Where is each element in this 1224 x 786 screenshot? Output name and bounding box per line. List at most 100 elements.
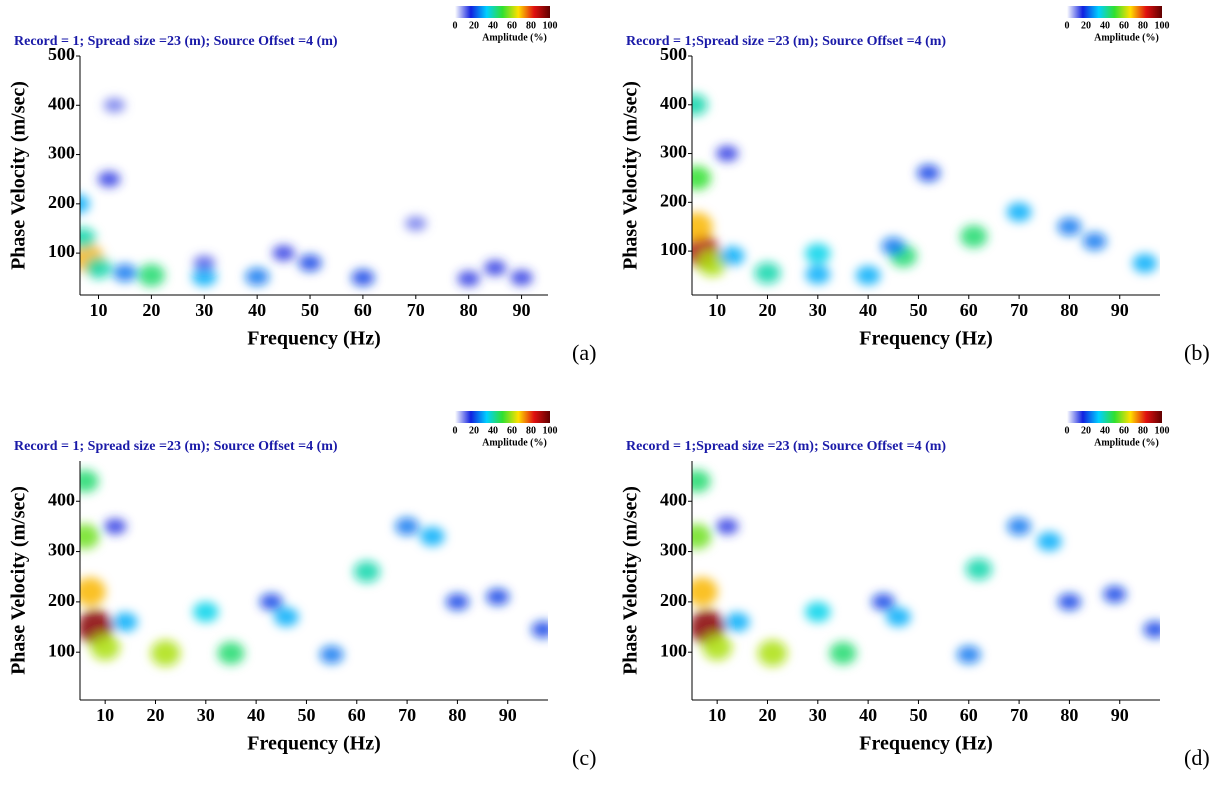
- colorbar: [1067, 411, 1162, 423]
- amplitude-peak: [724, 612, 750, 632]
- amplitude-peak: [697, 250, 727, 277]
- y-tick-label: 300: [48, 540, 75, 560]
- amplitude-peak: [1036, 531, 1062, 552]
- heatmap-layer: [692, 469, 1160, 667]
- amplitude-peak: [1082, 232, 1107, 251]
- amplitude-peak: [404, 216, 427, 231]
- x-tick-label: 30: [197, 705, 215, 725]
- x-tick-label: 90: [513, 300, 531, 320]
- amplitude-peak: [692, 165, 712, 190]
- x-tick-label: 90: [499, 705, 517, 725]
- amplitude-peak: [193, 601, 219, 623]
- amplitude-peak: [1103, 585, 1127, 603]
- x-tick-label: 40: [859, 705, 877, 725]
- x-tick-label: 20: [146, 705, 164, 725]
- colorbar-tick-label: 80: [526, 425, 536, 436]
- panel-label: (a): [572, 340, 596, 365]
- x-tick-label: 50: [909, 300, 927, 320]
- colorbar-tick-label: 0: [453, 425, 458, 436]
- x-tick-label: 20: [758, 705, 776, 725]
- amplitude-peak: [692, 212, 713, 242]
- y-axis-label: Phase Velocity (m/sec): [620, 81, 642, 270]
- amplitude-peak: [692, 523, 712, 550]
- x-tick-label: 10: [708, 300, 726, 320]
- amplitude-peak: [510, 269, 533, 286]
- heatmap-layer: [692, 93, 1158, 286]
- colorbar-tick-label: 80: [526, 20, 536, 31]
- x-tick-label: 60: [348, 705, 366, 725]
- colorbar-tick-label: 0: [1065, 20, 1070, 31]
- amplitude-peak: [245, 267, 270, 286]
- y-axis-label: Phase Velocity (m/sec): [8, 81, 30, 270]
- amplitude-peak: [881, 237, 906, 256]
- colorbar-tick-label: 40: [1100, 20, 1110, 31]
- amplitude-peak: [150, 640, 181, 667]
- colorbar-tick-label: 20: [1081, 20, 1091, 31]
- amplitude-peak: [1057, 217, 1082, 236]
- colorbar-tick-label: 100: [543, 20, 558, 31]
- x-axis-label: Frequency (Hz): [247, 733, 381, 755]
- x-tick-label: 70: [1010, 705, 1028, 725]
- x-tick-label: 20: [142, 300, 160, 320]
- x-tick-label: 10: [708, 705, 726, 725]
- y-tick-label: 200: [660, 590, 687, 610]
- x-tick-label: 50: [909, 705, 927, 725]
- amplitude-peak: [104, 518, 127, 535]
- y-tick-label: 100: [48, 640, 75, 660]
- colorbar-tick-label: 60: [1119, 425, 1129, 436]
- plot-area: [692, 461, 1160, 700]
- panel: 10 20 30 40 50 60 70 80 90100200300400Frequency …: [8, 411, 596, 770]
- y-tick-label: 300: [660, 540, 687, 560]
- panel: 10 20 30 40 50 60 70 80 90100200300400500Frequen…: [8, 6, 596, 365]
- amplitude-peak: [298, 254, 322, 272]
- colorbar-label: Amplitude (%): [1094, 437, 1159, 448]
- panel-label: (d): [1184, 745, 1210, 770]
- x-tick-label: 60: [960, 705, 978, 725]
- x-tick-label: 10: [90, 300, 108, 320]
- colorbar-label: Amplitude (%): [482, 32, 547, 43]
- amplitude-peak: [90, 633, 120, 661]
- amplitude-peak: [395, 517, 420, 536]
- plot-area: [80, 461, 548, 700]
- amplitude-peak: [457, 270, 480, 287]
- amplitude-peak: [805, 243, 831, 264]
- amplitude-peak: [80, 469, 99, 493]
- panel-label: (c): [572, 745, 596, 770]
- x-tick-label: 70: [1010, 300, 1028, 320]
- amplitude-peak: [191, 267, 217, 287]
- colorbar-tick-label: 80: [1138, 20, 1148, 31]
- x-tick-label: 90: [1111, 705, 1129, 725]
- colorbar-tick-label: 40: [1100, 425, 1110, 436]
- x-tick-label: 90: [1111, 300, 1129, 320]
- amplitude-peak: [716, 145, 739, 162]
- y-tick-label: 300: [660, 142, 687, 162]
- colorbar: [455, 6, 550, 18]
- colorbar-tick-label: 100: [543, 425, 558, 436]
- amplitude-peak: [351, 269, 375, 287]
- x-tick-label: 30: [809, 300, 827, 320]
- colorbar-label: Amplitude (%): [1094, 32, 1159, 43]
- amplitude-peak: [531, 621, 548, 638]
- colorbar-tick-label: 60: [1119, 20, 1129, 31]
- x-tick-label: 70: [407, 300, 425, 320]
- amplitude-peak: [97, 171, 121, 187]
- amplitude-peak: [353, 560, 381, 583]
- amplitude-peak: [916, 164, 941, 182]
- x-axis-label: Frequency (Hz): [859, 733, 993, 755]
- amplitude-peak: [259, 593, 283, 611]
- amplitude-peak: [757, 640, 788, 667]
- amplitude-peak: [445, 593, 470, 611]
- amplitude-peak: [80, 227, 96, 250]
- heatmap-layer: [80, 469, 548, 667]
- amplitude-peak: [1143, 621, 1160, 638]
- chart-title: Record = 1; Spread size =23 (m); Source …: [14, 34, 338, 49]
- amplitude-peak: [1007, 517, 1032, 536]
- colorbar-tick-label: 100: [1155, 425, 1170, 436]
- y-tick-label: 300: [48, 143, 75, 163]
- amplitude-peak: [702, 633, 732, 661]
- amplitude-peak: [956, 645, 981, 664]
- x-tick-label: 40: [859, 300, 877, 320]
- colorbar-tick-label: 0: [453, 20, 458, 31]
- colorbar-tick-label: 40: [488, 20, 498, 31]
